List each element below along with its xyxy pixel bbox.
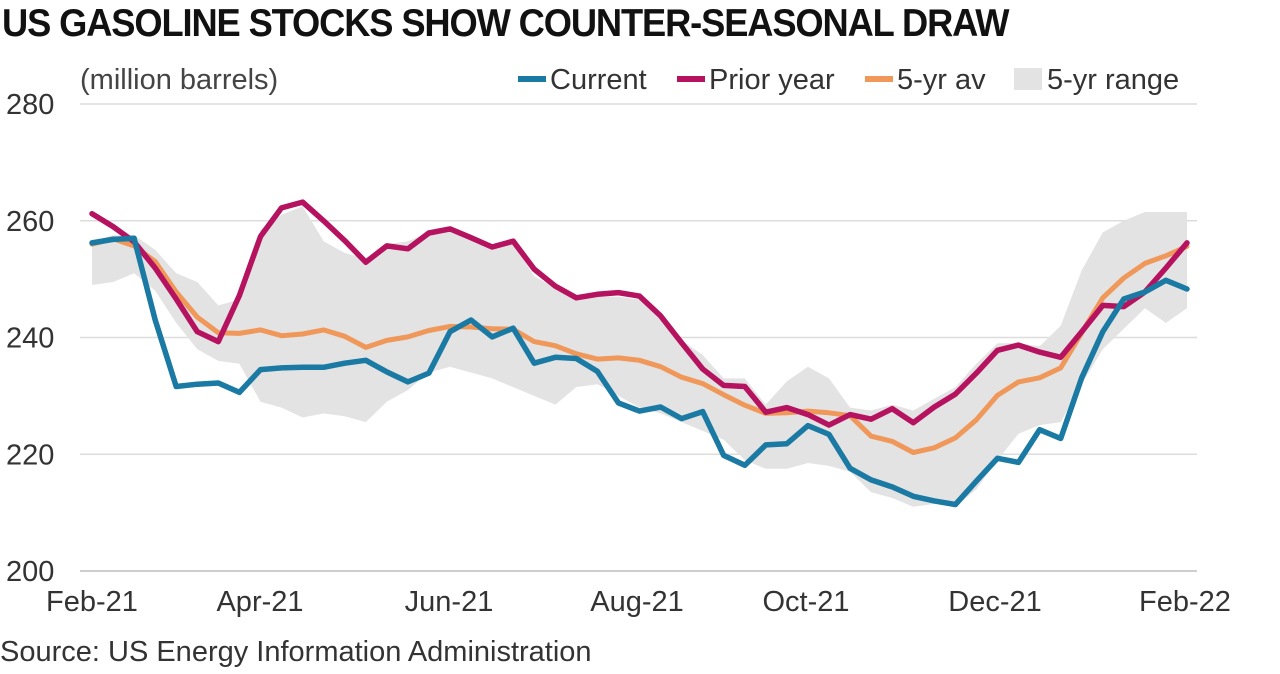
x-tick-label: Jun-21 — [405, 586, 494, 618]
y-axis-unit-label: (million barrels) — [80, 64, 278, 96]
x-tick-label: Dec-21 — [948, 586, 1042, 618]
legend-swatch-5yr-range — [1014, 68, 1042, 90]
current-line — [89, 235, 1190, 508]
y-tick-label: 260 — [6, 206, 54, 238]
legend-label-5yr-av: 5-yr av — [897, 64, 986, 96]
source-note: Source: US Energy Information Administra… — [0, 636, 592, 668]
x-tick-label: Apr-21 — [216, 586, 303, 618]
prior-year-line — [89, 199, 1190, 428]
five-yr-range-area — [92, 206, 1187, 507]
y-tick-label: 240 — [6, 323, 54, 355]
y-tick-label: 200 — [6, 556, 54, 588]
five-yr-av-line — [89, 236, 1190, 455]
y-tick-label: 280 — [6, 89, 54, 121]
x-tick-label: Aug-21 — [590, 586, 684, 618]
x-tick-label: Feb-21 — [46, 586, 138, 618]
legend-label-prior-year: Prior year — [709, 64, 835, 96]
legend: Current Prior year 5-yr av 5-yr range — [518, 64, 1179, 96]
x-tick-label: Oct-21 — [762, 586, 849, 618]
x-tick-label: Feb-22 — [1139, 586, 1231, 618]
legend-label-current: Current — [550, 64, 647, 96]
legend-label-5yr-range: 5-yr range — [1047, 64, 1179, 96]
y-tick-label: 220 — [6, 439, 54, 471]
chart-title: US GASOLINE STOCKS SHOW COUNTER-SEASONAL… — [2, 2, 1009, 45]
